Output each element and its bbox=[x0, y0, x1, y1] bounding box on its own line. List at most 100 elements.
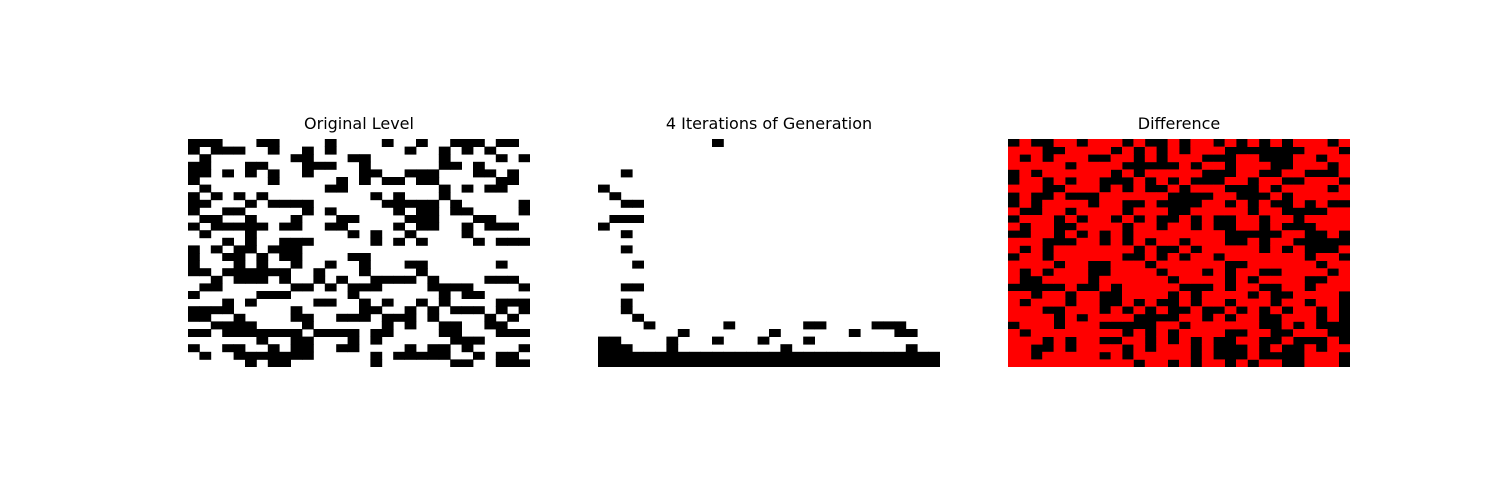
grid-cell bbox=[233, 351, 246, 360]
grid-cell bbox=[495, 306, 508, 315]
grid-cell bbox=[712, 351, 724, 360]
grid-cell bbox=[1122, 298, 1134, 307]
grid-cell bbox=[1213, 207, 1225, 216]
grid-cell bbox=[461, 222, 474, 231]
grid-cell bbox=[1236, 298, 1248, 307]
grid-cell bbox=[1293, 260, 1305, 269]
grid-cell bbox=[1087, 207, 1100, 216]
grid-cell bbox=[438, 161, 451, 170]
grid-cell bbox=[461, 306, 474, 315]
grid-cell bbox=[871, 359, 884, 367]
grid-cell bbox=[1144, 230, 1157, 239]
grid-cell bbox=[427, 283, 440, 292]
grid-cell bbox=[620, 245, 633, 254]
grid-cell bbox=[450, 161, 462, 170]
grid-cell bbox=[1087, 215, 1100, 223]
grid-cell bbox=[1281, 336, 1294, 345]
grid-cell bbox=[290, 313, 303, 322]
grid-cell bbox=[302, 321, 314, 330]
grid-cell bbox=[1179, 230, 1191, 239]
grid-cell bbox=[416, 351, 428, 360]
grid-cell bbox=[632, 313, 644, 322]
grid-cell bbox=[507, 139, 519, 147]
grid-cell bbox=[1053, 154, 1066, 163]
grid-cell bbox=[1167, 169, 1180, 178]
grid-cell bbox=[188, 169, 200, 178]
grid-cell bbox=[199, 268, 212, 277]
grid-cell bbox=[1019, 321, 1032, 330]
grid-cell bbox=[222, 321, 234, 330]
grid-cell bbox=[1293, 184, 1305, 193]
grid-cell bbox=[1133, 192, 1146, 201]
grid-cell bbox=[1076, 237, 1089, 246]
grid-cell bbox=[609, 336, 622, 345]
grid-cell bbox=[1019, 146, 1032, 155]
grid-cell bbox=[1167, 237, 1180, 246]
grid-cell bbox=[450, 306, 462, 315]
grid-cell bbox=[518, 283, 530, 292]
grid-cell bbox=[803, 351, 815, 360]
grid-cell bbox=[416, 215, 428, 223]
grid-cell bbox=[1327, 298, 1339, 307]
grid-cell bbox=[370, 283, 383, 292]
grid-cell bbox=[677, 359, 690, 367]
grid-cell bbox=[1110, 245, 1123, 254]
grid-cell bbox=[473, 139, 485, 147]
grid-cell bbox=[1236, 245, 1248, 254]
grid-cell bbox=[302, 169, 314, 178]
grid-cell bbox=[1053, 275, 1066, 284]
grid-cell bbox=[484, 184, 497, 193]
grid-cell bbox=[507, 359, 519, 367]
grid-cell bbox=[1087, 351, 1100, 360]
grid-cell bbox=[324, 139, 337, 147]
grid-cell bbox=[1304, 291, 1317, 299]
grid-cell bbox=[1190, 306, 1203, 315]
grid-cell bbox=[1122, 336, 1134, 345]
grid-cell bbox=[370, 306, 383, 315]
grid-cell bbox=[1270, 344, 1282, 353]
grid-cell bbox=[427, 169, 440, 178]
grid-cell bbox=[1304, 146, 1317, 155]
grid-cell bbox=[495, 351, 508, 360]
grid-cell bbox=[1224, 306, 1237, 315]
grid-cell bbox=[1042, 313, 1054, 322]
grid-cell bbox=[473, 351, 485, 360]
grid-cell bbox=[222, 222, 234, 231]
grid-cell bbox=[1053, 336, 1066, 345]
grid-cell bbox=[279, 253, 291, 261]
grid-cell bbox=[1190, 313, 1203, 322]
grid-cell bbox=[245, 230, 257, 239]
grid-cell bbox=[188, 253, 200, 261]
grid-cell bbox=[1281, 321, 1294, 330]
grid-cell bbox=[1144, 291, 1157, 299]
grid-cell bbox=[324, 184, 337, 193]
grid-cell bbox=[336, 177, 348, 185]
grid-cell bbox=[370, 230, 383, 239]
grid-cell bbox=[1156, 359, 1168, 367]
grid-cell bbox=[1030, 268, 1043, 277]
grid-cell bbox=[518, 306, 530, 315]
grid-cell bbox=[1179, 329, 1191, 337]
grid-cell bbox=[450, 199, 462, 208]
grid-cell bbox=[666, 359, 679, 367]
grid-cell bbox=[1065, 230, 1077, 239]
grid-cell bbox=[1270, 260, 1282, 269]
grid-cell bbox=[883, 359, 895, 367]
grid-cell bbox=[359, 177, 371, 185]
grid-cell bbox=[1099, 161, 1111, 170]
grid-cell bbox=[370, 329, 383, 337]
grid-cell bbox=[1213, 359, 1225, 367]
grid-cell bbox=[780, 344, 793, 353]
grid-cell bbox=[279, 351, 291, 360]
grid-cell bbox=[1293, 275, 1305, 284]
grid-cell bbox=[894, 359, 907, 367]
grid-cell bbox=[1144, 199, 1157, 208]
grid-cell bbox=[1213, 298, 1225, 307]
grid-cell bbox=[1144, 359, 1157, 367]
grid-cell bbox=[1076, 336, 1089, 345]
grid-cell bbox=[1338, 283, 1350, 292]
grid-cell bbox=[1236, 222, 1248, 231]
grid-cell bbox=[1099, 275, 1111, 284]
grid-cell bbox=[1315, 268, 1328, 277]
grid-cell bbox=[381, 139, 394, 147]
